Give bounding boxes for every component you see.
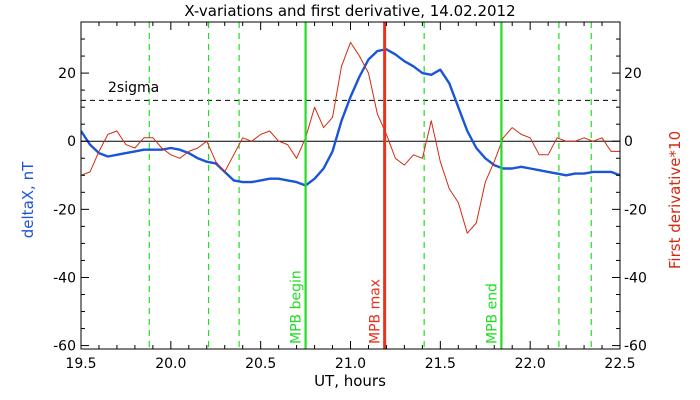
y-tick-label-right: 0 — [624, 134, 633, 150]
y-axis-label-right: First derivative*10 — [666, 131, 684, 269]
y-tick-label-right: 20 — [624, 66, 642, 82]
chart-title: X-variations and first derivative, 14.02… — [184, 2, 515, 20]
x-tick-label: 20.5 — [245, 356, 276, 372]
series-line-derivative — [81, 41, 620, 234]
series-lines — [81, 41, 620, 234]
threshold-label: 2sigma — [108, 80, 159, 96]
y-axis-label-left: deltaX, nT — [19, 161, 37, 238]
x-tick-label: 20.0 — [155, 356, 186, 372]
series-line-deltax — [81, 48, 620, 187]
mpb-marker-label: MPB end — [484, 283, 500, 344]
x-tick-label: 19.5 — [65, 356, 96, 372]
mpb-markers: MPB begin MPB max MPB end — [289, 22, 503, 349]
mpb-marker-label: MPB max — [368, 279, 384, 344]
plot-frame — [80, 21, 621, 350]
mpb-marker-label: MPB begin — [289, 270, 305, 344]
y-tick-label-left: 0 — [67, 134, 76, 150]
y-tick-label-right: -40 — [624, 270, 647, 286]
x-tick-label: 22.0 — [515, 356, 546, 372]
y-tick-label-left: 20 — [58, 66, 76, 82]
x-axis-label: UT, hours — [314, 372, 386, 390]
x-tick-label: 22.5 — [604, 356, 635, 372]
x-tick-label: 21.0 — [335, 356, 366, 372]
axes: 19.5 20.0 20.5 21.0 21.5 22.0 22.5-60 -60-40 -40… — [53, 21, 647, 372]
y-tick-label-left: -20 — [53, 202, 76, 218]
y-tick-label-left: -40 — [53, 270, 76, 286]
y-tick-label-right: -20 — [624, 202, 647, 218]
x-tick-label: 21.5 — [425, 356, 456, 372]
y-tick-label-right: -60 — [624, 339, 647, 355]
reference-lines — [81, 22, 620, 349]
y-tick-label-left: -60 — [53, 339, 76, 355]
